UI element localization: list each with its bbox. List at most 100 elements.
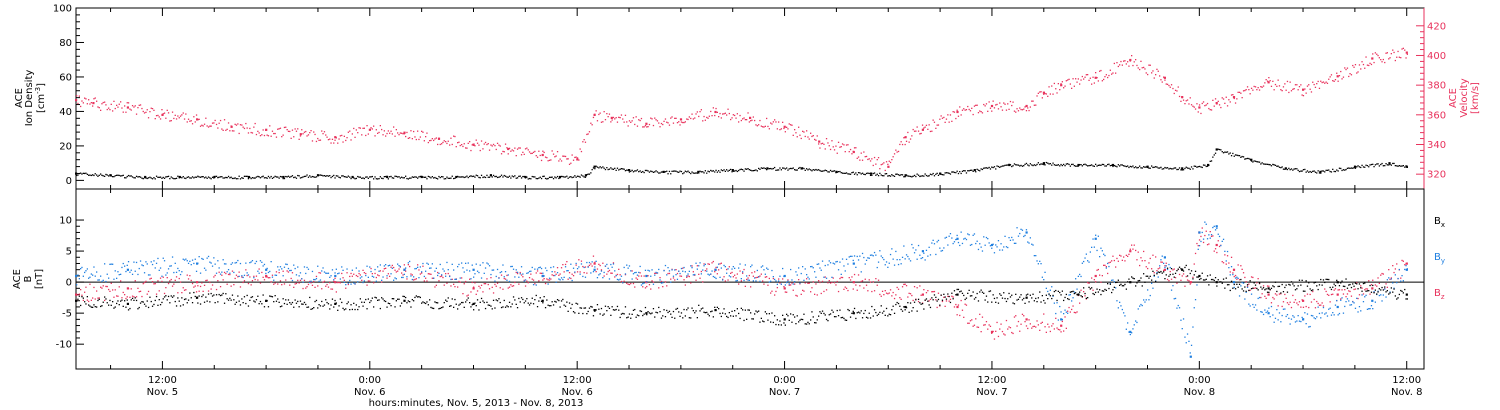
data-dot [471, 281, 473, 284]
data-dot [772, 167, 774, 170]
data-dot [939, 304, 941, 306]
data-dot [935, 173, 937, 175]
data-dot [1322, 306, 1325, 309]
data-dot [923, 289, 925, 291]
data-dot [771, 123, 773, 125]
data-dot [598, 274, 600, 276]
data-point [990, 330, 994, 333]
data-dot [1023, 315, 1025, 317]
data-dot [542, 150, 544, 152]
data-dot [104, 175, 106, 177]
data-dot [682, 317, 684, 319]
data-dot [750, 266, 752, 268]
data-dot [912, 128, 914, 131]
data-dot [478, 176, 480, 179]
data-dot [1349, 304, 1351, 306]
data-dot [1294, 84, 1297, 86]
data-dot [1045, 331, 1047, 333]
data-dot [1338, 167, 1341, 169]
data-dot [271, 177, 274, 179]
data-dot [884, 314, 886, 316]
data-dot [139, 260, 142, 262]
data-dot [727, 268, 729, 270]
data-dot [167, 112, 170, 114]
data-dot [1401, 165, 1403, 167]
data-dot [944, 296, 946, 298]
data-dot [1103, 78, 1105, 81]
data-dot [129, 296, 131, 298]
data-dot [1049, 289, 1051, 291]
data-dot [1093, 279, 1095, 281]
data-dot [347, 283, 349, 286]
data-dot [114, 107, 116, 110]
data-dot [1147, 289, 1149, 291]
data-dot [1357, 311, 1359, 313]
data-dot [1273, 89, 1275, 91]
data-dot [929, 130, 932, 133]
data-dot [764, 276, 766, 278]
data-dot [1053, 302, 1055, 304]
data-dot [321, 270, 323, 272]
data-dot [675, 274, 677, 276]
data-dot [720, 117, 722, 119]
data-dot [1313, 170, 1315, 172]
data-dot [1165, 83, 1167, 85]
data-dot [242, 177, 244, 179]
data-dot [957, 288, 960, 291]
data-dot [491, 308, 493, 310]
data-dot [824, 148, 826, 150]
data-dot [333, 280, 335, 282]
data-dot [1121, 259, 1123, 261]
data-dot [1306, 293, 1309, 295]
data-dot [399, 265, 401, 268]
data-dot [960, 231, 962, 233]
data-dot [314, 286, 316, 288]
data-dot [223, 177, 226, 179]
data-dot [607, 116, 609, 118]
data-dot [1001, 330, 1004, 333]
data-dot [1182, 99, 1185, 101]
data-dot [113, 100, 115, 102]
data-dot [660, 122, 663, 125]
data-dot [576, 268, 579, 270]
data-dot [1253, 306, 1255, 308]
data-dot [305, 287, 307, 289]
data-dot [953, 241, 956, 243]
data-dot [415, 176, 417, 178]
data-dot [318, 304, 320, 306]
data-dot [831, 276, 833, 278]
data-dot [851, 276, 853, 278]
data-dot [355, 129, 357, 131]
data-dot [770, 292, 772, 294]
data-dot [1073, 291, 1075, 293]
data-dot [1374, 284, 1376, 286]
data-dot [1324, 313, 1326, 315]
data-dot [933, 121, 936, 123]
data-dot [127, 102, 130, 104]
data-dot [253, 177, 255, 179]
data-dot [399, 305, 401, 307]
data-dot [141, 177, 143, 179]
data-dot [100, 275, 102, 277]
data-dot [1296, 302, 1298, 304]
data-dot [174, 300, 176, 303]
data-dot [1193, 307, 1195, 309]
data-dot [786, 313, 788, 315]
data-dot [604, 168, 607, 171]
data-dot [1233, 275, 1235, 278]
data-dot [683, 266, 685, 269]
data-dot [1328, 294, 1330, 296]
data-dot [764, 311, 766, 313]
data-dot [619, 274, 621, 276]
data-dot [414, 268, 416, 270]
data-dot [496, 176, 499, 179]
data-dot [445, 178, 447, 180]
data-dot [812, 281, 814, 283]
data-dot [1274, 293, 1277, 295]
data-dot [1128, 331, 1130, 333]
data-dot [1309, 88, 1311, 90]
data-dot [558, 299, 560, 302]
data-dot [249, 299, 251, 301]
data-dot [1005, 109, 1008, 111]
